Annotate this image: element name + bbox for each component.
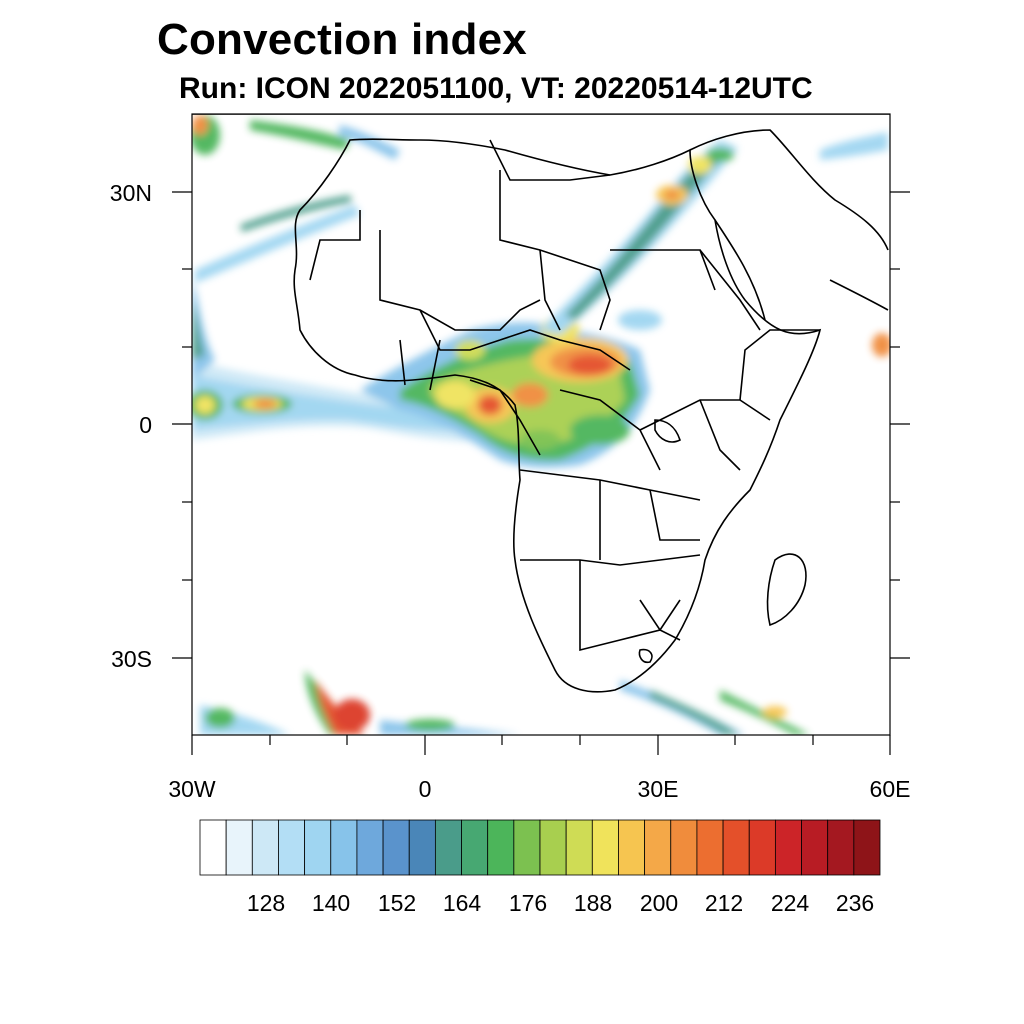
colorbar-swatch <box>278 819 306 876</box>
lat-label-30s: 30S <box>111 646 152 672</box>
colorbar-swatch <box>434 819 462 876</box>
colorbar-swatch <box>591 819 619 876</box>
colorbar-swatch <box>251 819 279 876</box>
colorbar-label: 128 <box>246 890 286 916</box>
colorbar-label: 200 <box>639 890 679 916</box>
colorbar-swatch <box>618 819 646 876</box>
colorbar-label: 152 <box>377 890 417 916</box>
colorbar-swatch <box>565 819 593 876</box>
colorbar-swatch <box>513 819 541 876</box>
lon-label-60e: 60E <box>869 776 911 802</box>
convection-field <box>192 115 890 735</box>
lon-label-0: 0 <box>418 776 432 802</box>
colorbar-swatch <box>408 819 436 876</box>
colorbar-label: 224 <box>770 890 810 916</box>
colorbar-swatch <box>382 819 410 876</box>
axis-ticks <box>172 191 910 755</box>
coastlines <box>192 114 890 693</box>
colorbar-label: 164 <box>442 890 482 916</box>
colorbar-swatch <box>330 819 358 876</box>
colorbar-swatch <box>199 819 227 876</box>
lat-label-30n: 30N <box>109 180 152 206</box>
colorbar-swatch <box>827 819 855 876</box>
chart-title: Convection index <box>157 15 527 64</box>
colorbar-label: 188 <box>573 890 613 916</box>
colorbar-swatch <box>644 819 672 876</box>
colorbar-swatch <box>304 819 332 876</box>
colorbar-swatch <box>356 819 384 876</box>
colorbar-label: 212 <box>704 890 744 916</box>
lon-label-30e: 30E <box>637 776 679 802</box>
colorbar-swatch <box>461 819 489 876</box>
colorbar-label: 176 <box>508 890 548 916</box>
colorbar-swatch <box>487 819 515 876</box>
lon-label-30w: 30W <box>168 776 216 802</box>
chart-subtitle: Run: ICON 2022051100, VT: 20220514-12UTC <box>179 72 813 105</box>
colorbar-swatch <box>801 819 829 876</box>
colorbar-swatch <box>748 819 776 876</box>
colorbar-swatch <box>722 819 750 876</box>
colorbar <box>199 819 881 876</box>
colorbar-swatch <box>225 819 253 876</box>
colorbar-label: 236 <box>835 890 875 916</box>
colorbar-swatch <box>696 819 724 876</box>
colorbar-swatch <box>539 819 567 876</box>
lat-label-0: 0 <box>139 412 152 438</box>
colorbar-swatch <box>853 819 881 876</box>
colorbar-swatch <box>774 819 802 876</box>
colorbar-label: 140 <box>311 890 351 916</box>
colorbar-swatch <box>670 819 698 876</box>
